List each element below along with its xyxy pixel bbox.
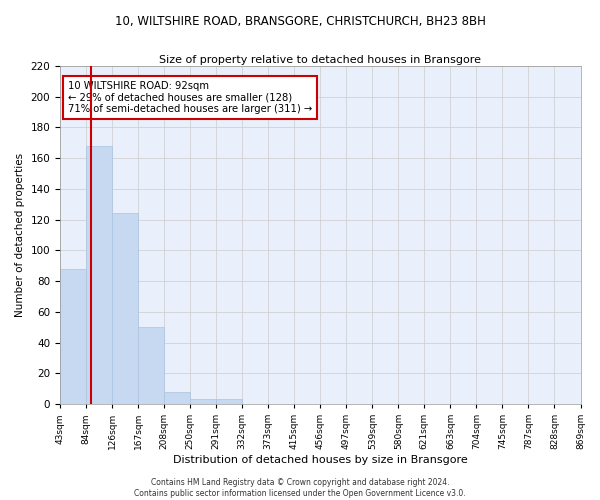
Bar (164, 392, 190, 404)
X-axis label: Distribution of detached houses by size in Bransgore: Distribution of detached houses by size … (173, 455, 467, 465)
Text: 10 WILTSHIRE ROAD: 92sqm
← 29% of detached houses are smaller (128)
71% of semi-: 10 WILTSHIRE ROAD: 92sqm ← 29% of detach… (68, 81, 312, 114)
Bar (112, 214, 138, 404)
Bar (216, 400, 242, 404)
Bar (138, 327, 164, 404)
Y-axis label: Number of detached properties: Number of detached properties (15, 153, 25, 317)
Bar (190, 400, 216, 404)
Bar (86, 146, 112, 404)
Text: Contains HM Land Registry data © Crown copyright and database right 2024.
Contai: Contains HM Land Registry data © Crown c… (134, 478, 466, 498)
Bar (60, 268, 86, 404)
Text: 10, WILTSHIRE ROAD, BRANSGORE, CHRISTCHURCH, BH23 8BH: 10, WILTSHIRE ROAD, BRANSGORE, CHRISTCHU… (115, 15, 485, 28)
Title: Size of property relative to detached houses in Bransgore: Size of property relative to detached ho… (159, 55, 481, 65)
